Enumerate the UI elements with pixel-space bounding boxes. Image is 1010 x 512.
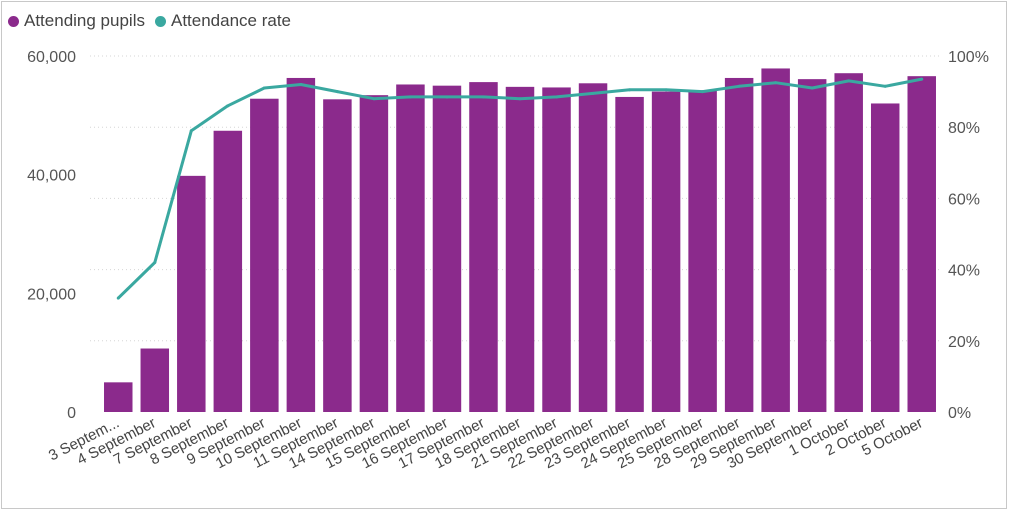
line-point bbox=[774, 81, 778, 85]
bar[interactable] bbox=[761, 68, 790, 413]
y-left-tick-label: 0 bbox=[67, 405, 76, 422]
y-axis-right: 0% 20% 40% 60% 80% 100% bbox=[948, 49, 989, 422]
line-point bbox=[262, 86, 266, 90]
bar[interactable] bbox=[578, 83, 608, 412]
line-series bbox=[116, 77, 924, 300]
line-point bbox=[372, 97, 376, 101]
bar[interactable] bbox=[615, 96, 644, 412]
line-point bbox=[810, 86, 814, 90]
line-point bbox=[518, 97, 522, 101]
bar[interactable] bbox=[104, 382, 133, 412]
y-right-tick-label: 100% bbox=[948, 49, 989, 66]
line-point bbox=[335, 90, 339, 94]
legend-marker-attending-pupils bbox=[8, 15, 19, 27]
bar[interactable] bbox=[542, 87, 571, 413]
line-point bbox=[920, 77, 924, 81]
line-point bbox=[664, 88, 668, 92]
line-point bbox=[701, 90, 705, 94]
legend-marker-attendance-rate bbox=[154, 15, 166, 27]
line-point bbox=[299, 82, 303, 86]
bar[interactable] bbox=[177, 175, 206, 412]
y-right-tick-label: 60% bbox=[948, 191, 980, 208]
line-point bbox=[481, 95, 485, 99]
legend: Attending pupils Attendance rate bbox=[8, 8, 291, 34]
line-point bbox=[226, 104, 230, 108]
legend-item-attending-pupils[interactable]: Attending pupils bbox=[8, 11, 145, 31]
bar[interactable] bbox=[286, 77, 316, 412]
bar[interactable] bbox=[140, 348, 170, 412]
legend-label-attendance-rate: Attendance rate bbox=[170, 11, 292, 30]
bar[interactable] bbox=[213, 130, 243, 412]
line-point bbox=[189, 129, 193, 133]
bar[interactable] bbox=[250, 98, 279, 412]
bar-series bbox=[104, 68, 936, 413]
line-point bbox=[555, 95, 559, 99]
bar[interactable] bbox=[688, 90, 717, 412]
legend-label-attending-pupils: Attending pupils bbox=[24, 11, 145, 30]
line-point bbox=[628, 88, 632, 92]
y-left-tick-label: 40,000 bbox=[27, 168, 76, 185]
y-right-tick-label: 80% bbox=[948, 120, 980, 137]
y-axis-left: 0 20,000 40,000 60,000 bbox=[27, 49, 76, 422]
bar[interactable] bbox=[651, 91, 681, 412]
bar[interactable] bbox=[432, 85, 462, 413]
y-right-tick-label: 0% bbox=[948, 405, 971, 422]
bar[interactable] bbox=[323, 99, 352, 413]
bar[interactable] bbox=[469, 82, 498, 413]
line-point bbox=[591, 91, 595, 95]
line-point bbox=[153, 260, 157, 264]
bar[interactable] bbox=[870, 103, 900, 412]
y-right-tick-label: 40% bbox=[948, 263, 980, 280]
bar[interactable] bbox=[834, 73, 863, 412]
line-point bbox=[737, 84, 741, 88]
bar[interactable] bbox=[907, 76, 936, 412]
y-left-tick-label: 60,000 bbox=[27, 49, 76, 66]
bar[interactable] bbox=[797, 79, 827, 412]
bar[interactable] bbox=[396, 84, 425, 412]
legend-item-attendance-rate[interactable]: Attendance rate bbox=[154, 11, 292, 31]
y-left-tick-label: 20,000 bbox=[27, 286, 76, 303]
line-point bbox=[408, 95, 412, 99]
bar[interactable] bbox=[505, 86, 535, 412]
line-point bbox=[445, 95, 449, 99]
bar[interactable] bbox=[359, 95, 389, 412]
line-point bbox=[847, 79, 851, 83]
line-point bbox=[883, 84, 887, 88]
y-right-tick-label: 20% bbox=[948, 334, 980, 351]
line-point bbox=[116, 296, 120, 300]
bar[interactable] bbox=[724, 77, 754, 412]
